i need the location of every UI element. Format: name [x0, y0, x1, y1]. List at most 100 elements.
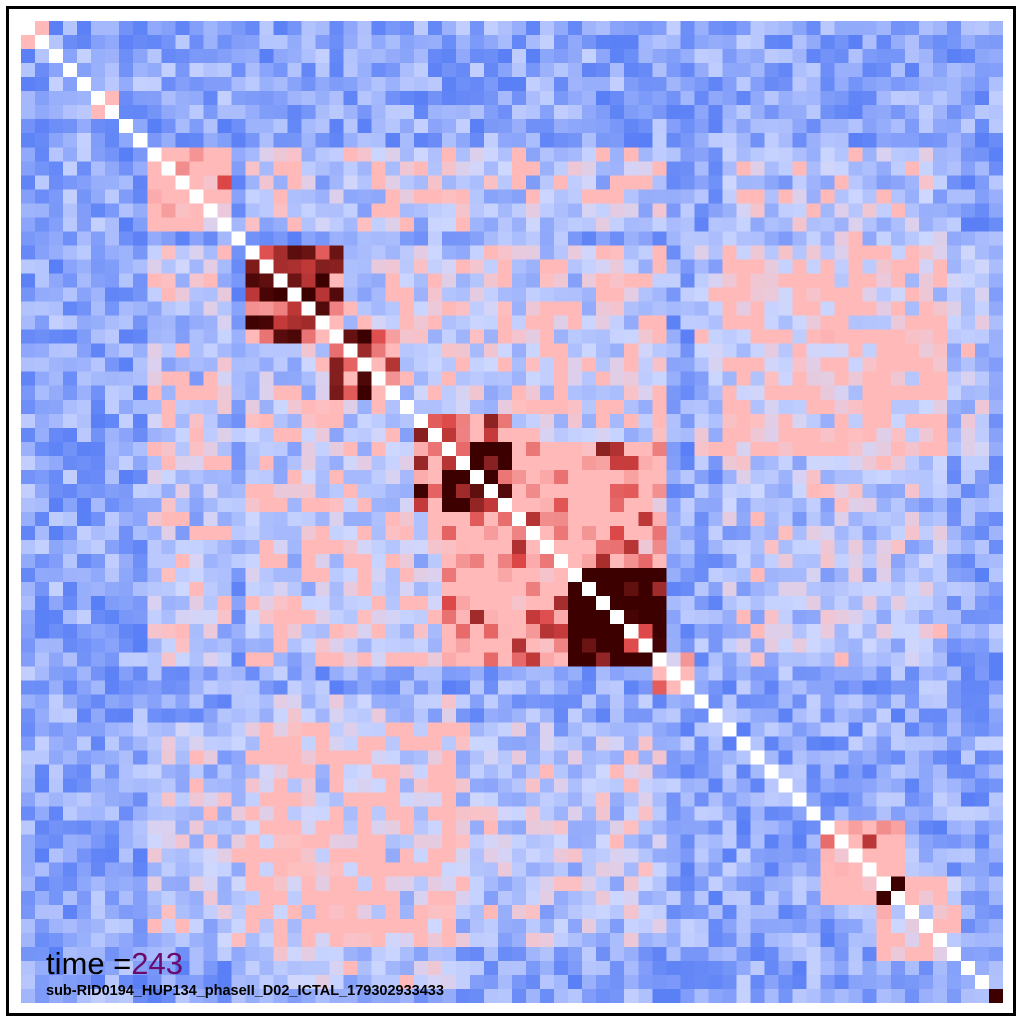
heatmap-cell [638, 680, 653, 695]
heatmap-cell [680, 441, 695, 457]
heatmap-cell [988, 708, 1003, 723]
heatmap-cell [469, 217, 485, 232]
heatmap-cell [904, 890, 920, 906]
heatmap-cell [469, 273, 485, 288]
heatmap-cell [750, 231, 765, 246]
heatmap-cell [441, 848, 457, 864]
heatmap-cell [526, 582, 541, 597]
heatmap-cell [189, 666, 204, 681]
heatmap-cell [469, 666, 485, 681]
heatmap-cell [399, 708, 415, 723]
heatmap-cell [666, 21, 681, 36]
heatmap-cell [974, 35, 990, 50]
heatmap-cell [750, 203, 765, 218]
heatmap-cell [694, 63, 709, 78]
heatmap-cell [329, 245, 345, 260]
heatmap-cell [764, 610, 779, 625]
heatmap-cell [932, 722, 948, 737]
heatmap-cell [946, 638, 962, 653]
heatmap-cell [77, 974, 92, 990]
heatmap-cell [834, 890, 850, 906]
heatmap-cell [596, 568, 611, 583]
heatmap-cell [904, 483, 920, 499]
heatmap-cell [35, 596, 50, 611]
heatmap-cell [189, 876, 204, 892]
heatmap-cell [666, 876, 681, 892]
heatmap-cell [624, 750, 639, 765]
heatmap-cell [806, 512, 822, 527]
heatmap-cell [189, 974, 204, 990]
heatmap-cell [666, 890, 681, 906]
heatmap-cell [694, 245, 709, 260]
heatmap-cell [399, 988, 415, 1003]
heatmap-cell [778, 343, 793, 359]
heatmap-cell [918, 343, 934, 359]
heatmap-cell [876, 427, 892, 443]
heatmap-cell [35, 427, 50, 443]
heatmap-cell [287, 399, 302, 415]
heatmap-cell [680, 722, 695, 737]
heatmap-cell [371, 568, 387, 583]
heatmap-cell [638, 526, 653, 541]
heatmap-cell [806, 694, 822, 709]
heatmap-cell [203, 876, 218, 892]
heatmap-cell [526, 371, 541, 387]
heatmap-cell [413, 750, 429, 765]
heatmap-cell [680, 834, 695, 850]
heatmap-cell [708, 105, 723, 120]
heatmap-cell [105, 203, 120, 218]
heatmap-cell [455, 694, 471, 709]
heatmap-cell [736, 63, 751, 78]
heatmap-cell [708, 315, 723, 331]
heatmap-cell [848, 301, 864, 316]
heatmap-cell [245, 834, 260, 850]
heatmap-cell [708, 301, 723, 316]
heatmap-cell [497, 455, 513, 471]
heatmap-cell [512, 960, 527, 976]
heatmap-cell [315, 413, 331, 429]
heatmap-cell [343, 932, 359, 948]
heatmap-cell [554, 77, 569, 92]
heatmap-cell [455, 792, 471, 807]
heatmap-cell [806, 540, 822, 555]
heatmap-cell [161, 736, 176, 751]
heatmap-cell [876, 483, 892, 499]
heatmap-cell [217, 77, 232, 92]
heatmap-cell [161, 974, 176, 990]
heatmap-cell [568, 399, 583, 415]
heatmap-cell [343, 259, 359, 274]
heatmap-cell [526, 49, 541, 64]
heatmap-cell [371, 680, 387, 695]
heatmap-cell [568, 329, 583, 345]
heatmap-cell [610, 189, 625, 204]
heatmap-cell [315, 666, 331, 681]
heatmap-cell [273, 133, 288, 148]
heatmap-cell [469, 399, 485, 415]
heatmap-cell [862, 357, 878, 373]
heatmap-cell [21, 133, 36, 148]
heatmap-cell [49, 974, 64, 990]
heatmap-cell [904, 806, 920, 822]
heatmap-cell [469, 91, 485, 106]
heatmap-cell [413, 904, 429, 920]
heatmap-cell [273, 469, 288, 485]
heatmap-cell [946, 189, 962, 204]
heatmap-cell [582, 568, 597, 583]
heatmap-cell [329, 469, 345, 485]
heatmap-cell [834, 638, 850, 653]
heatmap-cell [217, 554, 232, 569]
heatmap-cell [974, 301, 990, 316]
heatmap-cell [512, 904, 527, 920]
heatmap-cell [918, 848, 934, 864]
heatmap-cell [301, 147, 316, 162]
heatmap-cell [736, 77, 751, 92]
heatmap-cell [932, 49, 948, 64]
heatmap-cell [301, 792, 316, 807]
heatmap-cell [806, 105, 822, 120]
heatmap-cell [932, 91, 948, 106]
heatmap-cell [259, 610, 274, 625]
heatmap-cell [652, 792, 667, 807]
heatmap-cell [932, 610, 948, 625]
heatmap-cell [357, 231, 373, 246]
heatmap-cell [357, 904, 373, 920]
